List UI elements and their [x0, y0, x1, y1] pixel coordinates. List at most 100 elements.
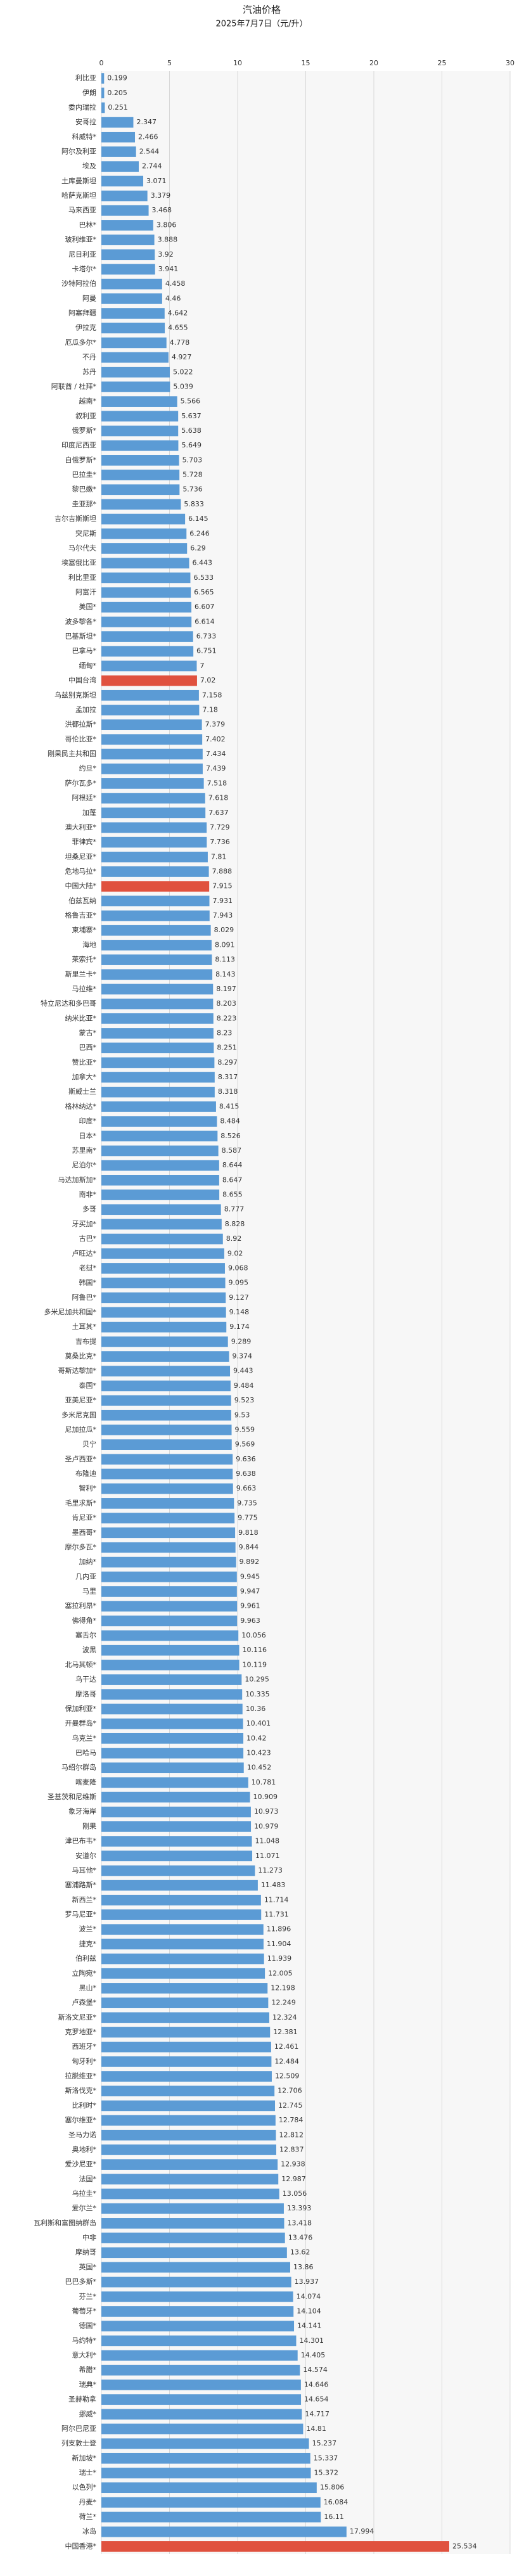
bar [101, 249, 155, 260]
value-label: 15.237 [312, 2439, 336, 2447]
value-label: 12.249 [271, 1999, 296, 2007]
bar [101, 1601, 238, 1612]
bar [101, 2086, 275, 2097]
y-tick-label: 巴林* [79, 220, 97, 229]
bar [101, 1233, 223, 1245]
value-label: 6.565 [194, 588, 214, 596]
y-tick-label: 爱尔兰* [72, 2204, 97, 2212]
y-tick-label: 莱索托* [72, 955, 97, 964]
y-tick-label: 多米尼加共和国* [44, 1307, 97, 1316]
value-label: 6.733 [196, 632, 217, 641]
y-tick-label: 老挝* [79, 1263, 97, 1272]
bar [101, 176, 144, 187]
bar [101, 1733, 244, 1744]
y-tick-label: 缅甸* [79, 661, 97, 670]
value-label: 5.736 [182, 485, 203, 494]
y-tick-label: 坦桑尼亚* [65, 852, 97, 861]
value-label: 5.637 [181, 412, 201, 420]
bar [101, 1116, 217, 1127]
value-label: 9.844 [239, 1543, 259, 1551]
bar [101, 513, 186, 525]
y-tick-label: 塞尔维亚* [65, 2115, 97, 2124]
value-label: 7.931 [213, 897, 233, 905]
value-label: 6.751 [196, 647, 217, 655]
y-tick-label: 新西兰* [72, 1895, 97, 1904]
value-label: 7.518 [207, 779, 227, 787]
value-label: 8.203 [216, 999, 236, 1008]
bar [101, 73, 105, 84]
y-tick-label: 日本* [79, 1131, 97, 1140]
y-tick-label: 巴基斯坦* [65, 632, 97, 641]
y-tick-label: 摩尔多瓦* [65, 1542, 97, 1551]
value-label: 12.324 [272, 2013, 297, 2022]
bar [101, 1997, 269, 2008]
y-tick-label: 卢旺达* [72, 1249, 97, 1257]
y-tick-label: 委内瑞拉 [68, 103, 96, 112]
value-label: 7.158 [202, 691, 222, 699]
bar [101, 910, 210, 921]
value-label: 9.374 [233, 1352, 253, 1361]
y-tick-label: 比利时* [72, 2101, 97, 2110]
value-label: 10.116 [242, 1646, 267, 1654]
y-tick-label: 开曼群岛* [65, 1719, 97, 1727]
value-label: 8.644 [222, 1161, 243, 1169]
value-label: 9.963 [240, 1617, 260, 1625]
x-tick-label: 0 [99, 59, 104, 67]
bar [101, 836, 207, 848]
bar [101, 748, 203, 760]
bar [101, 2364, 300, 2376]
y-tick-label: 伯利兹 [75, 1954, 96, 1963]
bar [101, 1086, 215, 1098]
bar [101, 689, 199, 701]
bar [101, 1321, 227, 1333]
value-label: 7.81 [211, 852, 227, 861]
value-label: 14.141 [297, 2322, 322, 2330]
y-tick-label: 巴拿马* [72, 646, 97, 655]
bar [101, 1425, 232, 1435]
value-label: 2.466 [138, 132, 158, 141]
x-tick-label: 25 [438, 59, 447, 67]
y-tick-label: 格鲁吉亚* [65, 911, 97, 920]
y-tick-label: 赞比亚* [72, 1058, 97, 1067]
value-label: 9.127 [229, 1293, 249, 1302]
value-label: 8.029 [214, 926, 234, 934]
value-label: 8.297 [217, 1058, 238, 1067]
y-tick-label: 克罗地亚* [65, 2028, 97, 2036]
bar [101, 1586, 237, 1597]
y-tick-label: 马里 [82, 1587, 96, 1595]
y-tick-label: 苏丹 [82, 368, 96, 376]
y-tick-label: 俄罗斯* [72, 426, 97, 435]
value-label: 12.381 [273, 2028, 298, 2036]
value-label: 3.071 [146, 177, 166, 185]
bar [101, 2115, 276, 2126]
bar [101, 1924, 264, 1935]
value-label: 14.574 [303, 2366, 328, 2374]
y-tick-label: 匈牙利* [72, 2056, 97, 2065]
value-label: 9.174 [229, 1323, 250, 1331]
bar [101, 2100, 276, 2111]
chart-subtitle: 2025年7月7日（元/升） [215, 20, 307, 29]
value-label: 8.23 [217, 1029, 233, 1037]
bar [101, 1248, 224, 1259]
value-label: 9.947 [240, 1587, 260, 1595]
y-tick-label: 厄瓜多尔* [65, 338, 97, 347]
bar [101, 470, 180, 480]
x-tick-label: 30 [506, 59, 514, 67]
value-label: 12.706 [278, 2087, 302, 2095]
y-tick-label: 毛里求斯* [65, 1499, 97, 1507]
bar [101, 1777, 248, 1788]
value-label: 8.415 [219, 1102, 240, 1110]
bar [101, 1072, 215, 1083]
bar [101, 1527, 236, 1539]
bar [101, 1762, 244, 1774]
value-label: 8.777 [224, 1205, 245, 1214]
bar [101, 1703, 243, 1715]
value-label: 9.638 [236, 1470, 256, 1478]
y-tick-label: 菲律宾* [72, 837, 97, 846]
bar [101, 2012, 269, 2023]
value-label: 7.18 [202, 705, 218, 714]
bar [101, 2203, 284, 2214]
y-tick-label: 卡塔尔* [72, 265, 97, 273]
y-tick-label: 安哥拉 [75, 117, 96, 126]
